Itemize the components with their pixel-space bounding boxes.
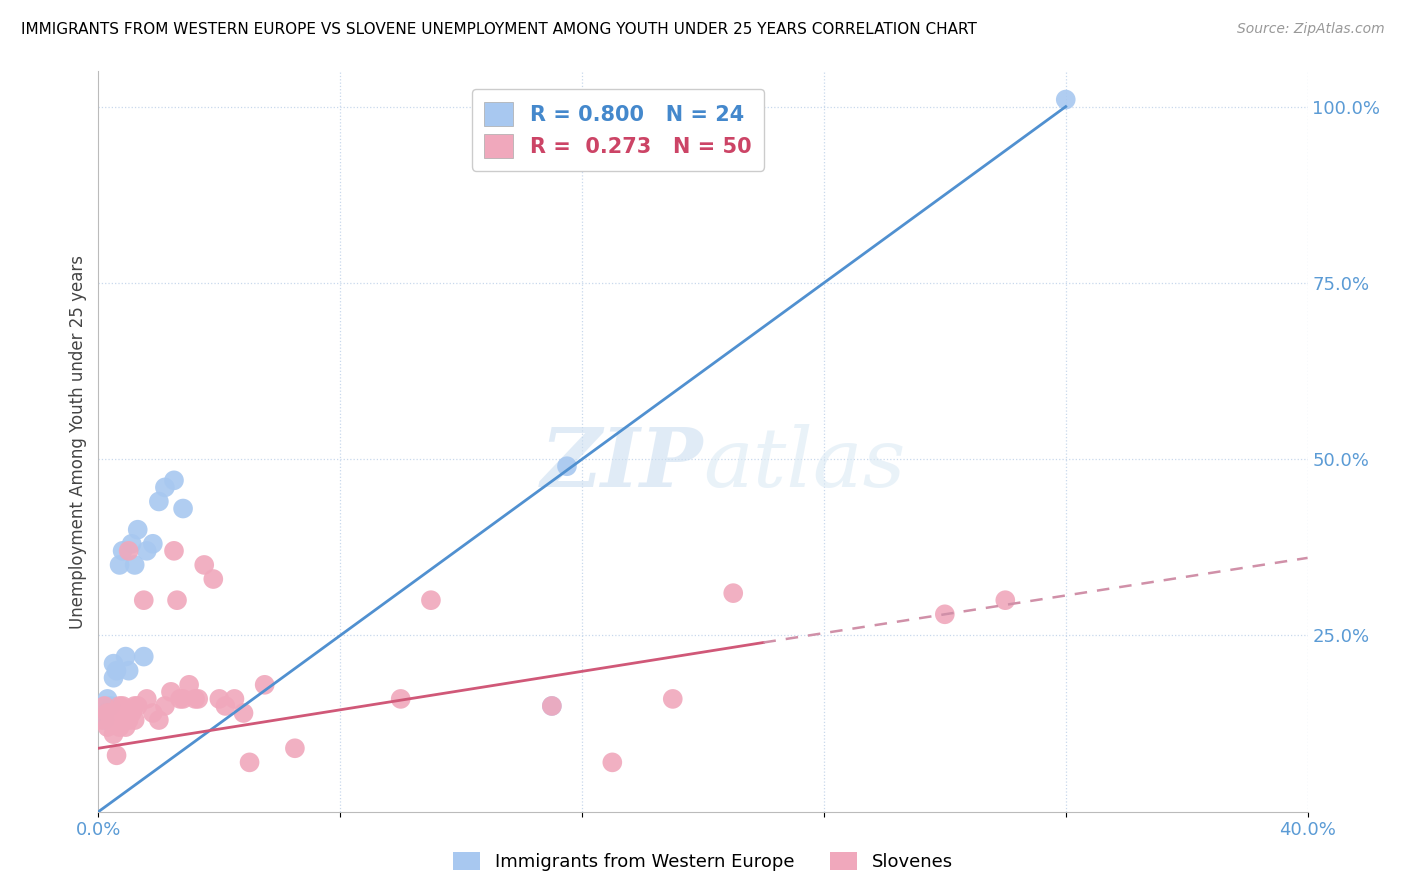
Point [172, 501, 194, 516]
Point [111, 544, 134, 558]
Point [118, 544, 141, 558]
Point [96, 706, 118, 720]
Point [148, 494, 170, 508]
Point [153, 698, 176, 713]
Point [127, 698, 149, 713]
Legend: R = 0.800   N = 24, R =  0.273   N = 50: R = 0.800 N = 24, R = 0.273 N = 50 [471, 89, 763, 170]
Point [202, 572, 225, 586]
Point [132, 593, 155, 607]
Point [142, 706, 165, 720]
Point [540, 698, 562, 713]
Point [994, 593, 1017, 607]
Point [118, 713, 141, 727]
Point [142, 537, 165, 551]
Point [602, 756, 624, 770]
Point [148, 713, 170, 727]
Point [661, 692, 683, 706]
Point [163, 544, 186, 558]
Point [93, 713, 115, 727]
Point [105, 713, 128, 727]
Point [184, 692, 207, 706]
Point [420, 593, 443, 607]
Point [187, 692, 209, 706]
Point [284, 741, 307, 756]
Point [208, 692, 231, 706]
Point [108, 698, 131, 713]
Point [555, 459, 578, 474]
Point [1054, 93, 1077, 107]
Point [114, 649, 136, 664]
Y-axis label: Unemployment Among Youth under 25 years: Unemployment Among Youth under 25 years [69, 254, 87, 629]
Legend: Immigrants from Western Europe, Slovenes: Immigrants from Western Europe, Slovenes [446, 845, 960, 879]
Point [114, 720, 136, 734]
Point [105, 748, 128, 763]
Point [96, 720, 118, 734]
Point [121, 537, 143, 551]
Point [132, 649, 155, 664]
Point [135, 692, 157, 706]
Point [103, 671, 125, 685]
Point [100, 698, 122, 713]
Point [93, 698, 115, 713]
Point [127, 523, 149, 537]
Text: IMMIGRANTS FROM WESTERN EUROPE VS SLOVENE UNEMPLOYMENT AMONG YOUTH UNDER 25 YEAR: IMMIGRANTS FROM WESTERN EUROPE VS SLOVEN… [21, 22, 977, 37]
Point [111, 698, 134, 713]
Point [172, 692, 194, 706]
Point [105, 664, 128, 678]
Point [389, 692, 412, 706]
Point [100, 706, 122, 720]
Text: Source: ZipAtlas.com: Source: ZipAtlas.com [1237, 22, 1385, 37]
Point [103, 727, 125, 741]
Point [90, 706, 112, 720]
Point [100, 713, 122, 727]
Point [153, 480, 176, 494]
Point [124, 713, 146, 727]
Point [193, 558, 215, 572]
Point [239, 756, 262, 770]
Point [179, 678, 201, 692]
Point [124, 698, 146, 713]
Point [214, 698, 236, 713]
Point [723, 586, 745, 600]
Point [118, 664, 141, 678]
Point [96, 692, 118, 706]
Point [90, 713, 112, 727]
Point [224, 692, 246, 706]
Point [124, 558, 146, 572]
Text: ZIP: ZIP [540, 424, 703, 504]
Point [163, 473, 186, 487]
Point [135, 544, 157, 558]
Point [253, 678, 276, 692]
Point [103, 657, 125, 671]
Point [103, 713, 125, 727]
Point [934, 607, 956, 622]
Point [166, 593, 188, 607]
Point [121, 706, 143, 720]
Point [160, 685, 183, 699]
Point [540, 698, 562, 713]
Point [232, 706, 254, 720]
Point [169, 692, 191, 706]
Point [108, 558, 131, 572]
Text: atlas: atlas [703, 424, 905, 504]
Point [108, 720, 131, 734]
